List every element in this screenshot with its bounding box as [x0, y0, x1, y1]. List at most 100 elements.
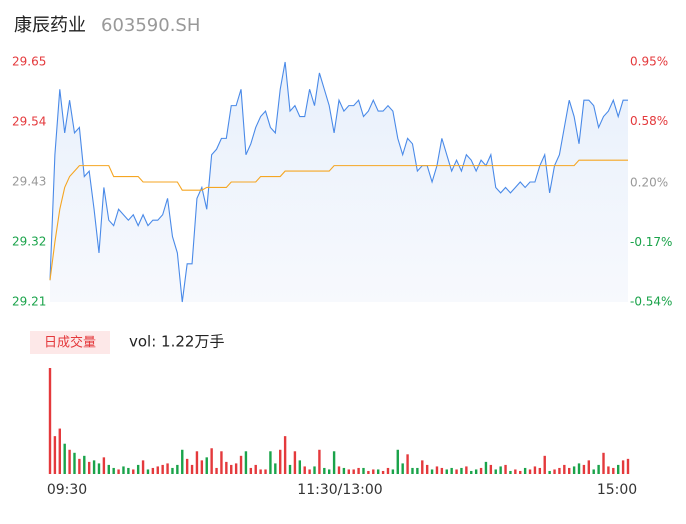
volume-bar — [421, 460, 424, 474]
price-area — [50, 62, 628, 302]
volume-bar — [141, 460, 145, 474]
volume-bar — [200, 460, 204, 474]
volume-bar — [92, 460, 96, 474]
volume-bar — [269, 451, 272, 474]
volume-bar — [543, 455, 546, 474]
volume-bar — [63, 443, 66, 474]
volume-bar — [308, 469, 311, 474]
volume-bar — [161, 464, 164, 474]
volume-bar — [318, 449, 321, 474]
volume-bar — [146, 469, 150, 474]
y2-tick-label: 0.95% — [630, 55, 668, 69]
volume-bar — [406, 454, 409, 474]
volume-bar — [342, 467, 346, 474]
volume-bar — [538, 467, 542, 474]
volume-bar — [523, 467, 527, 474]
volume-bar — [185, 458, 189, 474]
volume-bar — [479, 467, 483, 474]
stock-code: 603590.SH — [101, 15, 200, 36]
volume-bar — [425, 464, 429, 474]
volume-bar — [283, 436, 287, 474]
volume-bar — [372, 469, 375, 474]
volume-bar — [494, 469, 497, 474]
volume-bar — [323, 467, 326, 474]
volume-bar — [58, 428, 61, 474]
volume-bar — [597, 464, 600, 474]
volume-bar — [470, 470, 473, 474]
volume-bar — [416, 467, 419, 474]
volume-bar — [568, 467, 571, 474]
volume-bar — [215, 467, 218, 474]
volume-bar — [391, 469, 395, 474]
volume-bar — [381, 470, 385, 474]
volume-bar — [352, 469, 355, 474]
volume-bar — [582, 464, 586, 474]
volume-bar — [401, 463, 404, 474]
volume-bar — [171, 467, 174, 474]
volume-bar — [357, 467, 360, 474]
volume-bar — [225, 461, 228, 474]
volume-bar — [73, 452, 76, 474]
volume-bar — [460, 467, 463, 474]
volume-bar — [509, 470, 512, 474]
volume-bar — [528, 469, 532, 474]
volume-bar — [563, 464, 566, 474]
y2-tick-label: 0.58% — [630, 114, 668, 128]
volume-bar — [68, 449, 71, 474]
volume-bar — [607, 466, 610, 474]
y2-tick-label: 0.20% — [630, 175, 668, 189]
volume-bar — [386, 467, 390, 474]
volume-bar — [303, 466, 306, 474]
volume-bar — [592, 469, 595, 474]
volume-bar — [519, 470, 522, 474]
volume-bar — [205, 457, 208, 474]
volume-bar — [587, 460, 591, 474]
volume-bar — [151, 467, 155, 474]
volume-bar — [298, 460, 302, 474]
volume-bar — [489, 464, 493, 474]
volume-bar — [97, 463, 101, 474]
volume-bar — [612, 467, 615, 474]
volume-bar — [176, 464, 179, 474]
volume-bar — [484, 461, 488, 474]
volume-bar — [435, 466, 439, 474]
volume-bar — [533, 466, 537, 474]
volume-bar — [234, 463, 238, 474]
volume-bar — [127, 467, 130, 474]
average-line — [49, 159, 628, 281]
volume-bar — [602, 452, 605, 474]
volume-bar — [430, 469, 434, 474]
volume-bar — [259, 469, 262, 474]
volume-bar — [136, 464, 140, 474]
volume-bar — [499, 466, 502, 474]
volume-bar — [411, 467, 414, 474]
volume-label: 日成交量 — [44, 335, 96, 351]
volume-bar — [195, 451, 199, 474]
volume-bar — [548, 470, 551, 474]
volume-bar — [465, 466, 468, 474]
volume-bar — [244, 451, 248, 474]
y-tick-label: 29.32 — [12, 235, 46, 249]
volume-bar — [254, 464, 257, 474]
volume-bar — [313, 466, 316, 474]
volume-bar — [328, 469, 331, 474]
volume-bar — [249, 467, 253, 474]
volume-bar — [553, 469, 556, 474]
volume-bar — [440, 467, 444, 474]
volume-bar — [83, 455, 86, 474]
volume-bar — [210, 448, 213, 474]
volume-bar — [78, 458, 81, 474]
y2-tick-label: -0.17% — [630, 235, 672, 249]
volume-bar — [577, 463, 581, 474]
volume-bar — [293, 451, 297, 474]
volume-bar — [132, 469, 135, 474]
volume-bar — [190, 464, 194, 474]
volume-bar — [558, 467, 561, 474]
volume-bar — [376, 469, 380, 474]
volume-bar — [102, 457, 106, 474]
y-tick-label: 29.65 — [12, 55, 46, 69]
x-tick-label: 11:30/13:00 — [297, 482, 382, 498]
volume-bar — [239, 455, 243, 474]
volume-bar — [288, 464, 292, 474]
